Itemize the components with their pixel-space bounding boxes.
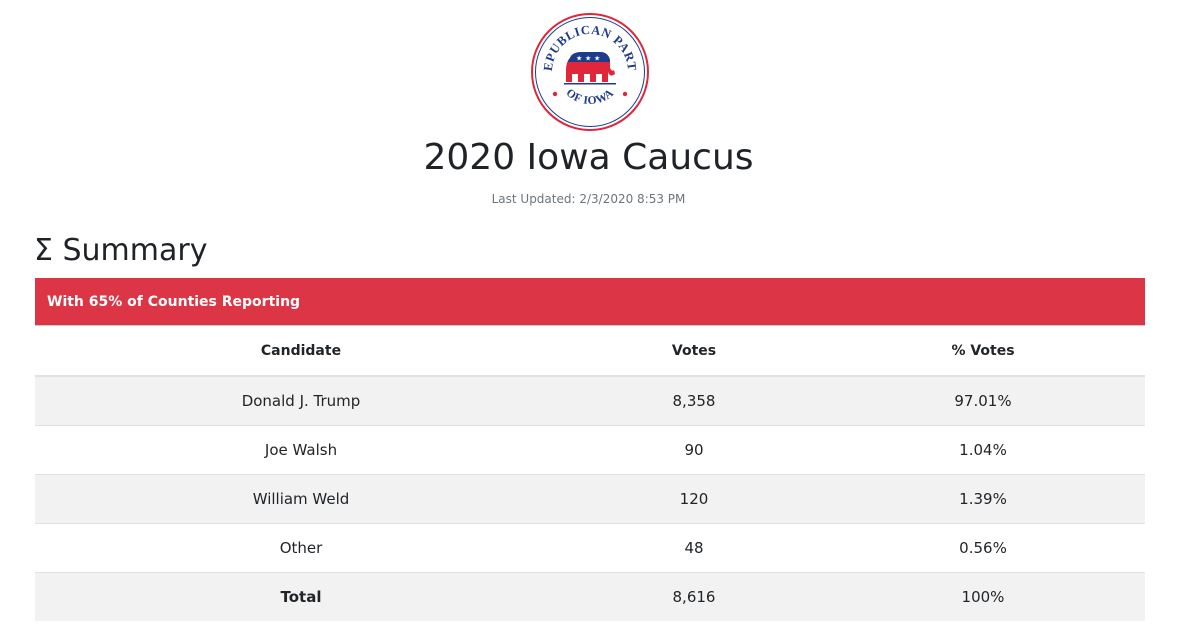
svg-text:★: ★ [585, 55, 591, 63]
page-title: 2020 Iowa Caucus [423, 137, 754, 178]
table-row: William Weld 120 1.39% [35, 473, 1145, 523]
last-updated-text: Last Updated: 2/3/2020 8:53 PM [491, 192, 686, 206]
column-header-percent-votes: % Votes [821, 326, 1145, 377]
total-label: Total [35, 571, 567, 621]
svg-text:★: ★ [594, 55, 600, 63]
results-table: Candidate Votes % Votes Donald J. Trump … [35, 326, 1145, 621]
summary-card: With 65% of Counties Reporting Candidate… [35, 278, 1145, 621]
vote-count: 120 [567, 473, 821, 523]
vote-count: 8,358 [567, 375, 821, 425]
vote-percent: 1.04% [821, 424, 1145, 474]
svg-text:OF IOWA: OF IOWA [564, 87, 617, 107]
column-header-candidate: Candidate [35, 326, 567, 377]
vote-count: 90 [567, 424, 821, 474]
table-row: Other 48 0.56% [35, 522, 1145, 572]
table-row: Joe Walsh 90 1.04% [35, 424, 1145, 474]
total-percent: 100% [821, 571, 1145, 621]
vote-percent: 0.56% [821, 522, 1145, 572]
column-header-votes: Votes [567, 326, 821, 377]
candidate-name: Joe Walsh [35, 424, 567, 474]
svg-text:★: ★ [576, 55, 582, 63]
candidate-name: William Weld [35, 473, 567, 523]
candidate-name: Other [35, 522, 567, 572]
table-header-row: Candidate Votes % Votes [35, 326, 1145, 377]
vote-percent: 97.01% [821, 375, 1145, 425]
vote-percent: 1.39% [821, 473, 1145, 523]
candidate-name: Donald J. Trump [35, 375, 567, 425]
total-row: Total 8,616 100% [35, 571, 1145, 621]
total-votes: 8,616 [567, 571, 821, 621]
reporting-banner: With 65% of Counties Reporting [35, 278, 1145, 326]
table-row: Donald J. Trump 8,358 97.01% [35, 375, 1145, 425]
vote-count: 48 [567, 522, 821, 572]
republican-party-logo: REPUBLICAN PARTY OF IOWA ★ ★ ★ [530, 12, 649, 131]
summary-heading: Σ Summary [34, 233, 208, 268]
